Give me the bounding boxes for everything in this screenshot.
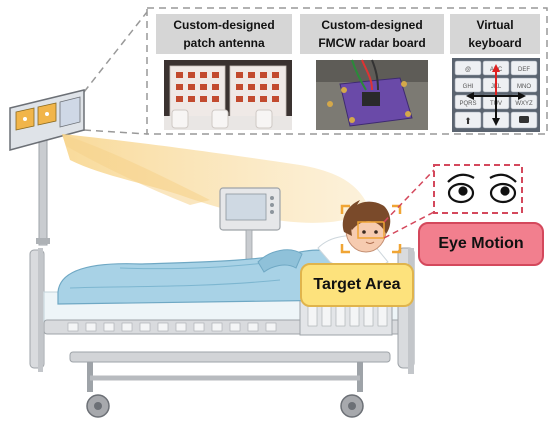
radar-title-line1: Custom-designed [321,18,423,32]
patch-antenna-photo [164,60,292,130]
key-9: WXYZ [515,101,533,107]
virtual-keyboard: @ ABC DEF GHI JKL MNO PQRS TUV WXYZ ⬆ [452,58,540,132]
eyes-icon [447,173,517,204]
radar-board-photo [316,59,428,130]
gaze-direction-arrows-icon [466,64,526,126]
zoom-line-top [83,11,148,93]
eye-zoom-frame [433,164,523,214]
eye-zoom-line-top [383,169,435,223]
antenna-panel-title: Custom-designed patch antenna [156,14,292,54]
shift-icon: ⬆ [464,116,472,126]
radar-panel-title: Custom-designed FMCW radar board [300,14,444,54]
antenna-title-line2: patch antenna [183,36,265,50]
antenna-title-line1: Custom-designed [173,18,275,32]
keyboard-panel-title: Virtual keyboard [450,14,540,54]
target-area-label: Target Area [300,263,414,307]
radar-title-line2: FMCW radar board [318,36,426,50]
patient-monitor [219,187,281,271]
delete-key-icon [519,116,529,123]
radar-stand [36,139,50,246]
key-1: @ [465,67,471,73]
inset-panel-frame [146,7,548,135]
keyboard-title-line1: Virtual [476,18,514,32]
patient [57,200,391,305]
key-3: DEF [518,67,530,73]
key-7: PQRS [459,101,476,107]
eye-motion-label: Eye Motion [418,222,544,266]
radar-beam [62,134,370,223]
key-6: MNO [517,84,531,90]
keyboard-title-line2: keyboard [468,36,522,50]
zoom-line-bottom [83,129,148,135]
key-4: GHI [463,84,474,90]
